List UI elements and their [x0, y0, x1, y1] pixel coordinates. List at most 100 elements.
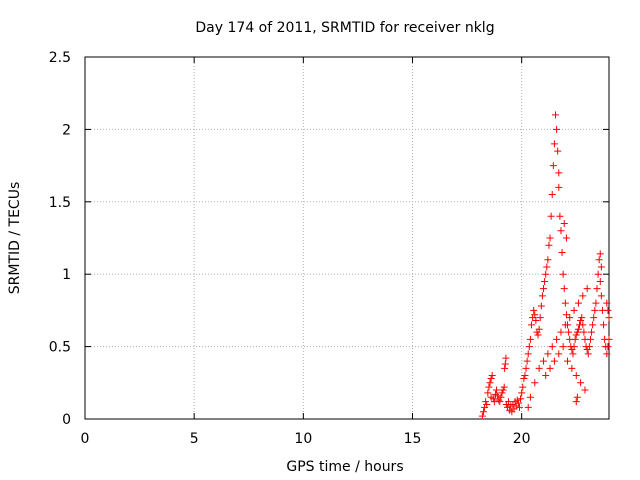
data-point	[580, 328, 588, 336]
data-point	[586, 335, 594, 343]
data-point	[557, 227, 565, 235]
data-point	[550, 357, 558, 365]
data-point	[574, 325, 582, 333]
data-point	[584, 350, 592, 358]
data-point	[591, 306, 599, 314]
data-point	[588, 328, 596, 336]
data-point	[593, 285, 601, 293]
data-point	[488, 372, 496, 380]
data-point	[524, 403, 532, 411]
data-point	[527, 321, 535, 329]
data-point	[572, 331, 580, 339]
data-point	[540, 285, 547, 293]
data-point	[541, 277, 549, 285]
data-point	[537, 302, 545, 310]
data-point	[514, 399, 522, 407]
x-tick-label: 15	[404, 431, 422, 447]
data-point	[592, 299, 600, 307]
chart-title: Day 174 of 2011, SRMTID for receiver nkl…	[195, 20, 494, 36]
data-point	[594, 270, 602, 278]
data-point	[501, 360, 509, 368]
data-point	[499, 386, 507, 394]
data-point	[604, 306, 612, 314]
data-point	[542, 270, 550, 278]
data-point	[600, 321, 608, 329]
data-point	[559, 270, 567, 278]
data-point	[483, 401, 491, 409]
data-point	[515, 403, 523, 411]
data-point	[486, 379, 494, 387]
y-tick-label: 2.5	[49, 50, 71, 66]
data-point	[532, 317, 540, 325]
data-point	[534, 331, 542, 339]
data-point	[581, 386, 589, 394]
y-tick-label: 1	[62, 267, 71, 283]
data-point	[571, 335, 579, 343]
data-point	[544, 256, 552, 264]
data-point	[604, 343, 612, 351]
data-point	[496, 398, 504, 406]
data-point	[543, 263, 551, 271]
axis-ticks: 0 5 10 15 20 0 0.5 1 1.5 2 2.5	[49, 50, 609, 447]
data-point	[540, 357, 547, 365]
data-point	[500, 383, 508, 391]
data-point	[572, 398, 580, 406]
data-point	[548, 191, 556, 199]
data-point	[524, 350, 532, 358]
data-point	[573, 328, 581, 336]
data-point	[562, 311, 570, 319]
data-point	[555, 169, 563, 177]
data-point	[595, 256, 603, 264]
data-point	[535, 364, 543, 372]
data-point	[573, 393, 581, 401]
data-point	[569, 350, 577, 358]
data-point	[596, 250, 604, 258]
data-point	[603, 299, 611, 307]
x-tick-label: 0	[81, 431, 90, 447]
data-point	[566, 314, 574, 322]
data-point	[554, 147, 562, 155]
data-point	[570, 306, 578, 314]
data-point	[544, 350, 552, 358]
data-point	[538, 292, 546, 300]
data-point	[553, 335, 561, 343]
data-point	[562, 234, 570, 242]
data-point	[564, 357, 572, 365]
data-point	[493, 386, 501, 394]
data-point	[489, 395, 497, 403]
data-point	[531, 311, 539, 319]
data-point	[558, 248, 566, 256]
data-point	[521, 372, 529, 380]
data-point	[572, 372, 580, 380]
data-point	[559, 343, 567, 351]
data-point	[519, 383, 527, 391]
data-point	[505, 398, 513, 406]
data-point	[518, 389, 526, 397]
data-point	[501, 364, 509, 372]
data-point	[555, 183, 563, 191]
data-point	[565, 328, 573, 336]
data-point	[557, 328, 565, 336]
data-point	[526, 393, 534, 401]
data-point	[517, 395, 525, 403]
plot-area-frame	[84, 56, 610, 420]
y-tick-label: 2	[62, 122, 71, 138]
data-point	[498, 389, 506, 397]
data-point	[530, 306, 538, 314]
data-point	[531, 379, 539, 387]
data-point	[596, 277, 604, 285]
grid-lines	[85, 57, 609, 419]
data-point	[555, 350, 563, 358]
data-point	[605, 314, 613, 322]
data-point	[560, 220, 568, 228]
data-point	[548, 343, 556, 351]
y-axis-label: SRMTID / TECUs	[7, 182, 23, 295]
data-point	[535, 325, 543, 333]
data-point	[578, 314, 586, 322]
data-point	[494, 392, 502, 400]
x-axis-label: GPS time / hours	[286, 459, 403, 475]
data-point	[561, 299, 569, 307]
x-tick-label: 20	[513, 431, 531, 447]
data-point	[579, 321, 587, 329]
data-point	[487, 374, 495, 382]
